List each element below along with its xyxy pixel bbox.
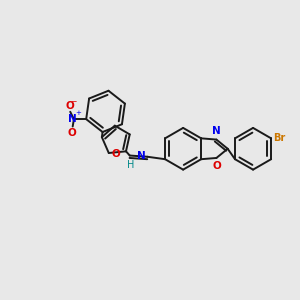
Text: N: N bbox=[68, 114, 76, 124]
Text: −: − bbox=[70, 98, 76, 106]
Text: H: H bbox=[127, 160, 135, 170]
Text: N: N bbox=[212, 126, 221, 136]
Text: +: + bbox=[75, 110, 81, 116]
Text: O: O bbox=[66, 100, 75, 111]
Text: O: O bbox=[212, 161, 221, 171]
Text: O: O bbox=[67, 128, 76, 138]
Text: O: O bbox=[112, 149, 121, 159]
Text: Br: Br bbox=[273, 133, 285, 143]
Text: N: N bbox=[137, 151, 146, 160]
